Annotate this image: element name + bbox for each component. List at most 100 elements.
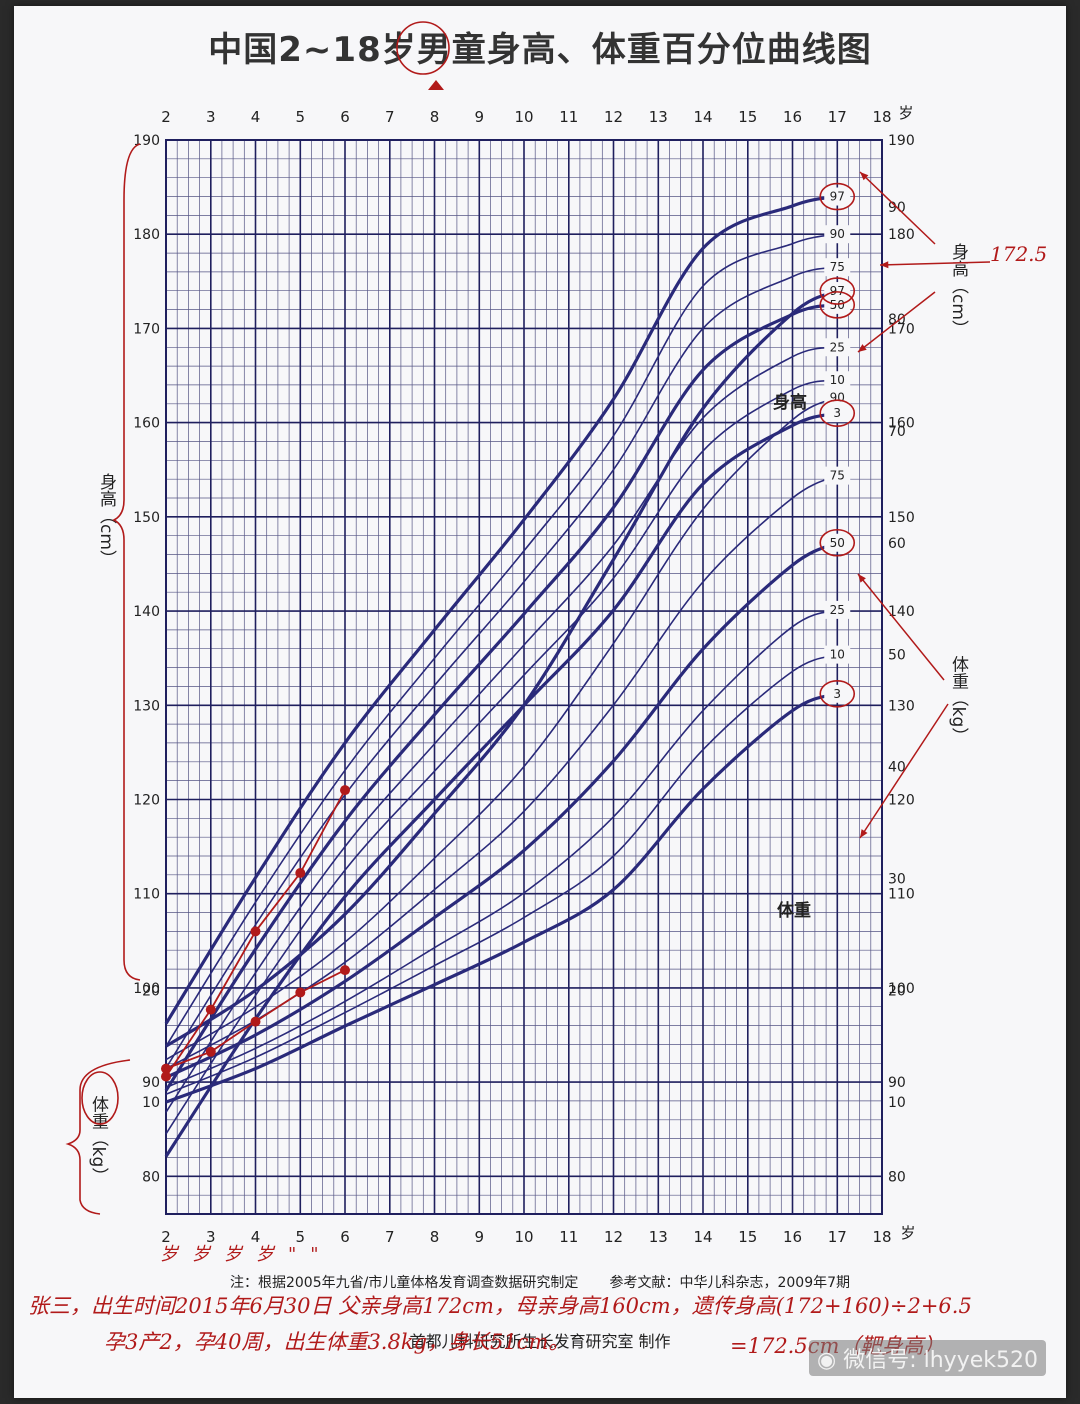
chart-title: 中国2~18岁男童身高、体重百分位曲线图 — [208, 30, 872, 70]
weight-axis-label-right: 体重（kg） — [948, 656, 969, 745]
x-tick-bottom: 5 — [295, 1228, 305, 1246]
child-height-point — [340, 785, 350, 796]
x-tick-top: 7 — [385, 108, 395, 126]
height-region-label: 身高 — [773, 392, 807, 413]
height-p25-label: 25 — [830, 340, 845, 354]
height-tick-right: 120 — [888, 792, 915, 808]
x-tick-top: 18 — [872, 108, 891, 126]
weight-tick-right: 40 — [888, 760, 906, 776]
height-tick-left: 100 — [133, 981, 160, 997]
weight-p25-label-bg — [824, 600, 851, 619]
weight-p25-label: 25 — [830, 603, 845, 617]
child-weight-point — [161, 1063, 171, 1074]
x-tick-bottom: 4 — [251, 1228, 261, 1246]
height-tick-left: 160 — [133, 416, 160, 432]
weight-p90-line — [165, 396, 838, 1061]
child-weight-point — [205, 1046, 216, 1057]
weight-tick-right: 10 — [888, 1095, 906, 1111]
weight-p25-line — [165, 609, 838, 1089]
x-tick-bottom: 7 — [385, 1228, 395, 1246]
footnote-source: 注：根据2005年九省/市儿童体格发育调查数据研究制定 — [229, 1275, 579, 1291]
wechat-icon: ◉ — [817, 1348, 837, 1373]
weight-p50-line — [165, 541, 839, 1079]
axis-ticks: 2 2 3 3 4 4 5 5 6 6 7 7 8 8 9 9 10 10 11 11 12 12 13 13 14 14 15 15… — [133, 104, 915, 1246]
weight-tick-right: 30 — [888, 871, 906, 887]
weight-p3-label-bg — [824, 684, 851, 703]
height-tick-right: 170 — [888, 321, 915, 337]
x-tick-top: 6 — [340, 108, 350, 126]
x-tick-bottom: 3 — [206, 1228, 216, 1246]
weight-p75-label-bg — [824, 466, 851, 485]
weight-tick-right: 60 — [888, 536, 906, 552]
arrow-weight-p3-head — [860, 829, 868, 838]
height-p90-label-bg — [824, 225, 851, 244]
x-tick-bottom: 18 — [872, 1228, 891, 1246]
height-axis-label-left: 身高（cm） — [96, 473, 117, 567]
weight-label-circle — [81, 1071, 119, 1125]
chart-border — [165, 139, 883, 1215]
height-p10-line — [165, 379, 838, 1135]
x-unit-top: 岁 — [898, 104, 913, 122]
watermark-text: 微信号: lhyyek520 — [843, 1348, 1038, 1373]
height-tick-left: 130 — [133, 698, 160, 714]
weight-p50-circle — [819, 528, 856, 557]
x-tick-bottom: 8 — [430, 1228, 440, 1246]
x-tick-top: 8 — [430, 108, 440, 126]
weight-p90-label: 90 — [830, 390, 845, 404]
height-p10-label: 10 — [830, 373, 845, 387]
height-tick-left: 150 — [133, 510, 160, 526]
height-p75-label: 75 — [830, 260, 845, 274]
height-p97-label-bg — [824, 187, 851, 206]
arrow-height-p50 — [879, 261, 991, 266]
chart-frame — [165, 139, 883, 1215]
x-tick-top: 16 — [783, 108, 802, 126]
x-tick-bottom: 2 — [161, 1228, 171, 1246]
percentile-curves — [164, 194, 839, 1158]
weight-tick-left: 10 — [142, 1095, 160, 1111]
height-tick-right: 130 — [888, 698, 915, 714]
arrow-height-p3 — [857, 291, 936, 353]
x-tick-bottom: 12 — [604, 1228, 623, 1246]
chart-maker: 首都儿科研究所生长发育研究室 制作 — [409, 1332, 671, 1351]
height-p97-line — [164, 194, 838, 1025]
x-tick-bottom: 9 — [474, 1228, 484, 1246]
x-tick-bottom: 14 — [693, 1228, 712, 1246]
weight-p97-label-bg — [824, 282, 851, 301]
arrow-height-p50-head — [880, 261, 889, 269]
x-tick-bottom: 11 — [559, 1228, 578, 1246]
weight-p10-label-bg — [824, 645, 851, 664]
child-weight-point — [340, 965, 350, 976]
height-p25-line — [165, 346, 838, 1113]
x-tick-top: 3 — [206, 108, 216, 126]
weight-axis-label-left: 体重（kg） — [88, 1096, 109, 1185]
handwritten-age-marks: 岁岁岁岁"" — [160, 1244, 333, 1265]
height-p50-label: 50 — [830, 298, 845, 312]
weight-p75-label: 75 — [830, 469, 845, 483]
child-weight-point — [250, 1016, 261, 1027]
height-tick-right: 110 — [888, 887, 915, 903]
height-p97-label: 97 — [830, 190, 845, 204]
height-p3-label-bg — [824, 404, 851, 423]
x-tick-top: 10 — [514, 108, 533, 126]
title-mark — [428, 80, 444, 90]
height-tick-right: 140 — [888, 604, 915, 620]
weight-p97-line — [165, 289, 839, 1048]
handwritten-father-height: 172.5 — [990, 242, 1048, 266]
x-tick-bottom: 6 — [340, 1228, 350, 1246]
height-tick-right: 160 — [888, 416, 915, 432]
weight-p3-label: 3 — [833, 687, 841, 701]
grid-major — [165, 139, 883, 1214]
weight-tick-right: 20 — [888, 983, 906, 999]
x-tick-bottom: 13 — [649, 1228, 668, 1246]
x-tick-top: 5 — [295, 108, 305, 126]
height-tick-left: 110 — [133, 887, 160, 903]
height-p25-label-bg — [824, 338, 851, 357]
height-p75-label-bg — [824, 258, 851, 277]
height-tick-left: 80 — [142, 1169, 160, 1185]
height-p90-label: 90 — [830, 227, 845, 241]
height-tick-right: 100 — [888, 981, 915, 997]
x-tick-top: 2 — [161, 108, 171, 126]
x-tick-bottom: 16 — [783, 1228, 802, 1246]
